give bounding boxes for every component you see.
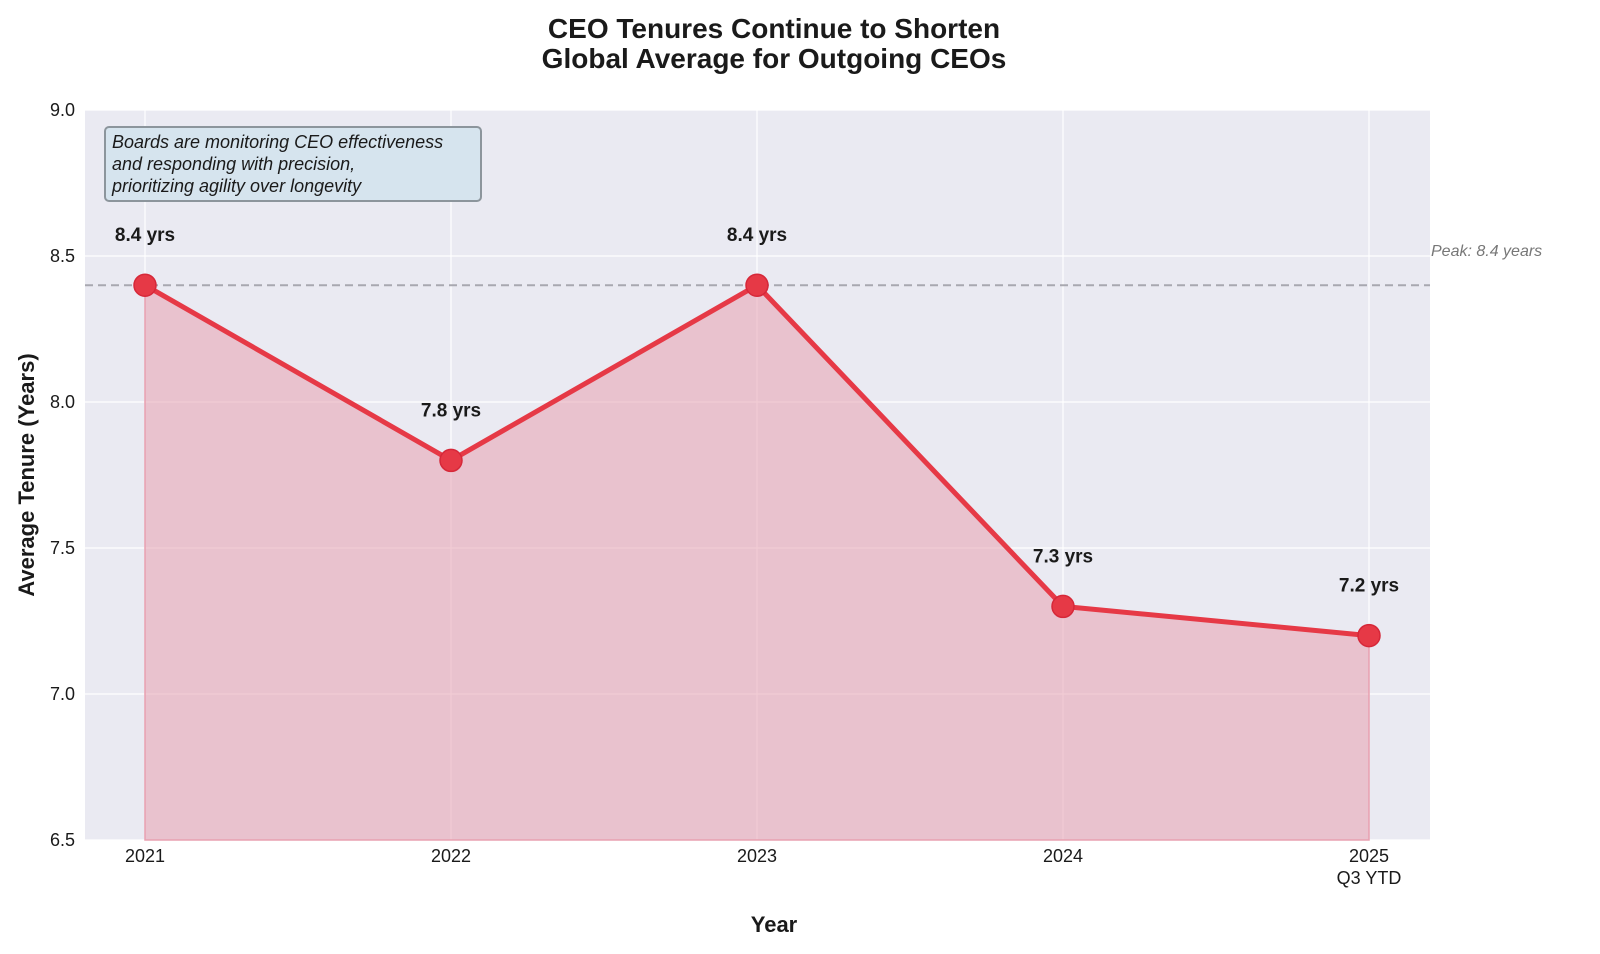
x-tick-label-2024: 2024 — [1043, 846, 1083, 866]
annotation-box: Boards are monitoring CEO effectiveness … — [104, 126, 482, 202]
data-label-2024: 7.3 yrs — [1033, 546, 1093, 567]
data-label-2023: 8.4 yrs — [727, 225, 787, 246]
chart-title: CEO Tenures Continue to Shorten — [548, 13, 1000, 44]
x-tick-sublabel-2025: Q3 YTD — [1337, 868, 1402, 888]
peak-reference-label: Peak: 8.4 years — [1431, 243, 1542, 260]
data-point-2021 — [133, 273, 157, 297]
data-points — [133, 273, 1381, 648]
annotation-line: Boards are monitoring CEO effectiveness — [112, 132, 443, 152]
y-tick-label: 9.0 — [50, 100, 75, 120]
data-label-2022: 7.8 yrs — [421, 400, 481, 421]
chart-subtitle: Global Average for Outgoing CEOs — [542, 43, 1007, 74]
annotation-line: and responding with precision, — [112, 154, 355, 174]
x-tick-label-2023: 2023 — [737, 846, 777, 866]
x-axis-label: Year — [751, 912, 798, 937]
y-axis-ticks: 6.5 7.0 7.5 8.0 8.5 9.0 — [50, 100, 75, 850]
y-axis-label: Average Tenure (Years) — [14, 353, 39, 596]
y-tick-label: 8.0 — [50, 392, 75, 412]
y-tick-label: 7.0 — [50, 684, 75, 704]
x-tick-label-2021: 2021 — [125, 846, 165, 866]
data-point-2023 — [745, 273, 769, 297]
annotation-background — [104, 126, 482, 202]
data-label-2025: 7.2 yrs — [1339, 576, 1399, 597]
data-labels: 8.4 yrs 7.8 yrs 8.4 yrs 7.3 yrs 7.2 yrs — [115, 225, 1399, 596]
x-tick-label-2022: 2022 — [431, 846, 471, 866]
y-tick-label: 6.5 — [50, 830, 75, 850]
data-point-2025 — [1357, 623, 1381, 648]
y-tick-label: 8.5 — [50, 246, 75, 266]
y-tick-label: 7.5 — [50, 538, 75, 558]
data-point-2024 — [1051, 594, 1075, 619]
annotation-line: prioritizing agility over longevity — [111, 176, 362, 196]
x-tick-label-2025: 2025 — [1349, 846, 1389, 866]
data-point-2022 — [439, 448, 463, 473]
data-label-2021: 8.4 yrs — [115, 225, 175, 246]
